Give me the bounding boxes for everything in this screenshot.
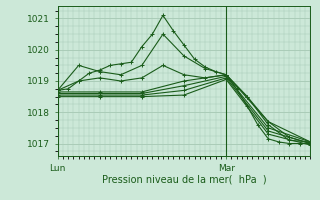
- X-axis label: Pression niveau de la mer(  hPa  ): Pression niveau de la mer( hPa ): [102, 174, 266, 184]
